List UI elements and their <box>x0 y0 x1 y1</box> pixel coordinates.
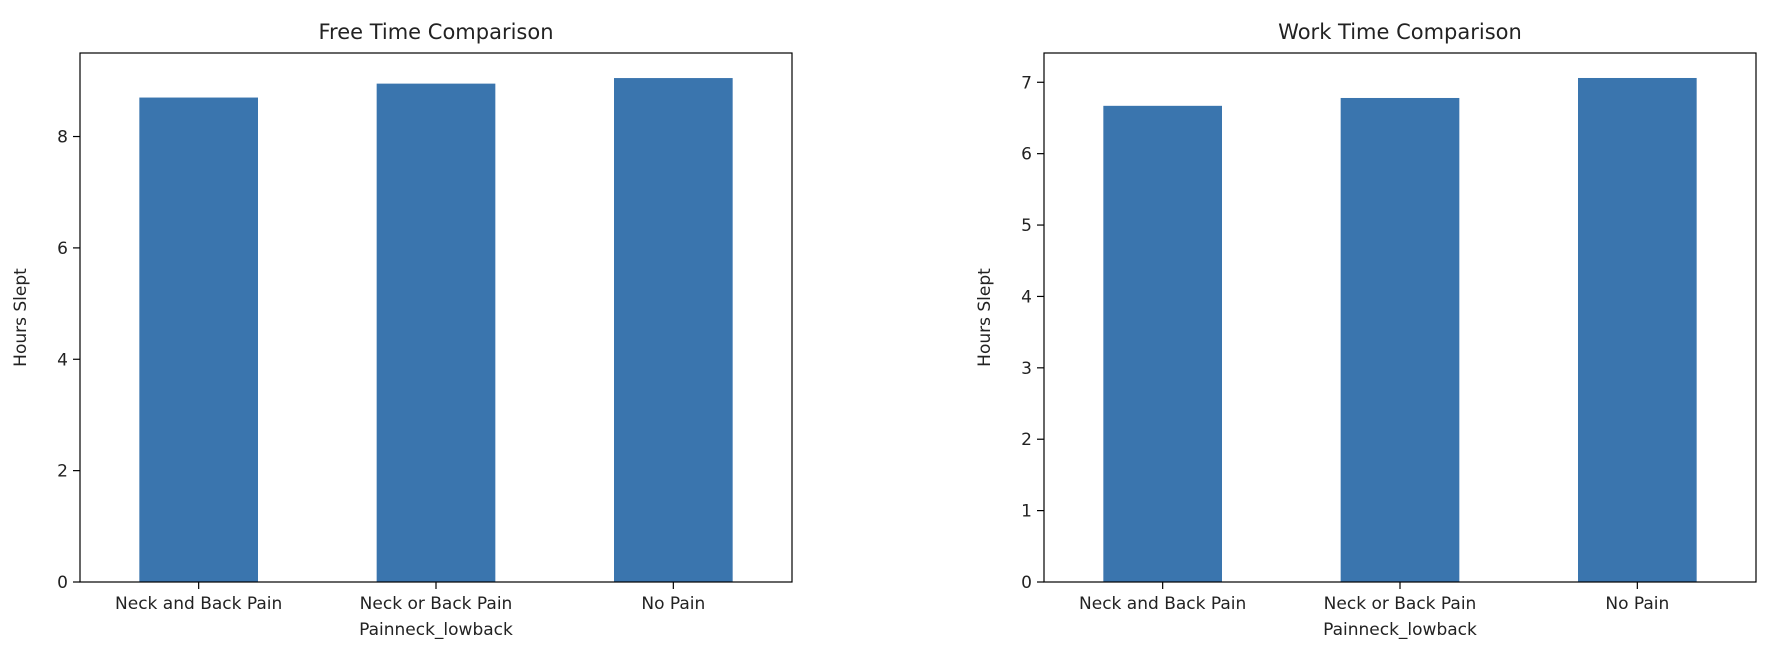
bar-1 <box>139 97 258 583</box>
y-tick-label: 5 <box>1021 216 1032 236</box>
x-tick-label: Neck or Back Pain <box>1324 594 1477 614</box>
x-tick-label: Neck and Back Pain <box>115 594 282 614</box>
work-time-chart: 0 1 2 3 4 5 6 7 Neck and Back Pain Neck or Back P… <box>975 20 1757 640</box>
y-tick-label: 4 <box>1021 287 1032 307</box>
x-tick-label: No Pain <box>1605 594 1669 614</box>
chart-title: Free Time Comparison <box>318 20 553 44</box>
bar-3 <box>1578 77 1697 582</box>
x-tick-label: No Pain <box>641 594 705 614</box>
y-tick-label: 0 <box>1021 573 1032 593</box>
chart-title: Work Time Comparison <box>1278 20 1522 44</box>
bar-3 <box>614 78 733 582</box>
x-axis-label: Painneck_lowback <box>1323 620 1477 640</box>
bar-2 <box>376 83 496 582</box>
y-tick-label: 0 <box>57 573 68 593</box>
y-tick-label: 4 <box>57 350 68 370</box>
free-time-chart: 0 2 4 6 8 Neck and Back Pain Neck or Back Pain… <box>11 20 793 640</box>
y-tick-label: 7 <box>1021 73 1032 93</box>
y-axis-label: Hours Slept <box>11 268 31 367</box>
bar-1 <box>1103 105 1222 582</box>
x-tick-label: Neck and Back Pain <box>1079 594 1246 614</box>
y-tick-label: 1 <box>1021 502 1032 522</box>
y-tick-label: 8 <box>57 128 68 148</box>
y-axis-label: Hours Slept <box>975 268 995 367</box>
y-tick-label: 2 <box>1021 430 1032 450</box>
y-tick-label: 6 <box>57 239 68 259</box>
x-axis-label: Painneck_lowback <box>359 620 513 640</box>
x-tick-label: Neck or Back Pain <box>360 594 513 614</box>
bar-2 <box>1340 97 1460 582</box>
y-tick-label: 2 <box>57 462 68 482</box>
y-tick-label: 6 <box>1021 145 1032 165</box>
y-tick-label: 3 <box>1021 359 1032 379</box>
